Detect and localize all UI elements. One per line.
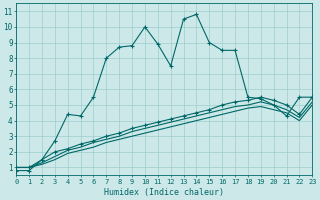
X-axis label: Humidex (Indice chaleur): Humidex (Indice chaleur): [104, 188, 224, 197]
